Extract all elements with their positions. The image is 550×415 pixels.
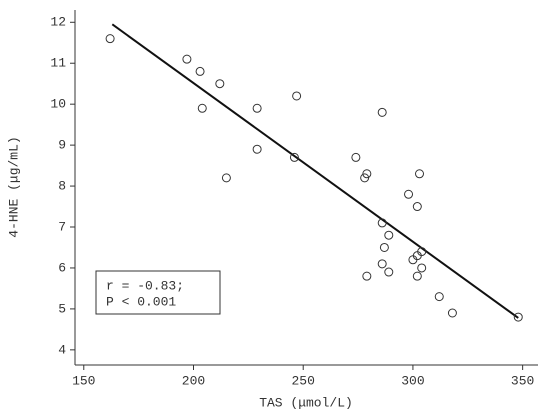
point (377, 107, 387, 117)
point (415, 169, 425, 179)
point (215, 79, 225, 89)
point (408, 255, 418, 265)
point (434, 292, 444, 302)
point (404, 189, 414, 199)
point (447, 308, 457, 318)
point (252, 144, 262, 154)
y-tick-label: 9 (58, 138, 66, 153)
point (362, 271, 372, 281)
point (384, 230, 394, 240)
y-tick-label: 10 (50, 97, 66, 112)
x-tick-label: 350 (511, 373, 534, 388)
point (221, 173, 231, 183)
y-axis-label: 4-HNE (μg/mL) (6, 136, 21, 237)
y-tick-label: 4 (58, 342, 66, 357)
y-tick-label: 7 (58, 219, 66, 234)
point (182, 54, 192, 64)
point (197, 103, 207, 113)
point (292, 91, 302, 101)
point (412, 271, 422, 281)
annotation-box (95, 270, 221, 315)
point (412, 202, 422, 212)
point (360, 173, 370, 183)
point (377, 259, 387, 269)
point (377, 218, 387, 228)
y-tick-label: 6 (58, 260, 66, 275)
point (105, 34, 115, 44)
y-tick-label: 11 (50, 56, 66, 71)
y-tick-label: 5 (58, 301, 66, 316)
point (384, 267, 394, 277)
point (289, 152, 299, 162)
y-tick-label: 12 (50, 15, 66, 30)
annotation: r = -0.83; (106, 278, 184, 293)
x-tick-label: 200 (182, 373, 205, 388)
x-axis-label: TAS (μmol/L) (259, 395, 353, 410)
y-tick-label: 8 (58, 179, 66, 194)
point (379, 242, 389, 252)
point (351, 152, 361, 162)
x-tick-label: 250 (292, 373, 315, 388)
x-tick-label: 150 (72, 373, 95, 388)
x-tick-label: 300 (401, 373, 424, 388)
point (252, 103, 262, 113)
fit-line (111, 23, 519, 319)
point (195, 66, 205, 76)
point (513, 312, 523, 322)
annotation: P < 0.001 (106, 294, 176, 309)
point (417, 263, 427, 273)
